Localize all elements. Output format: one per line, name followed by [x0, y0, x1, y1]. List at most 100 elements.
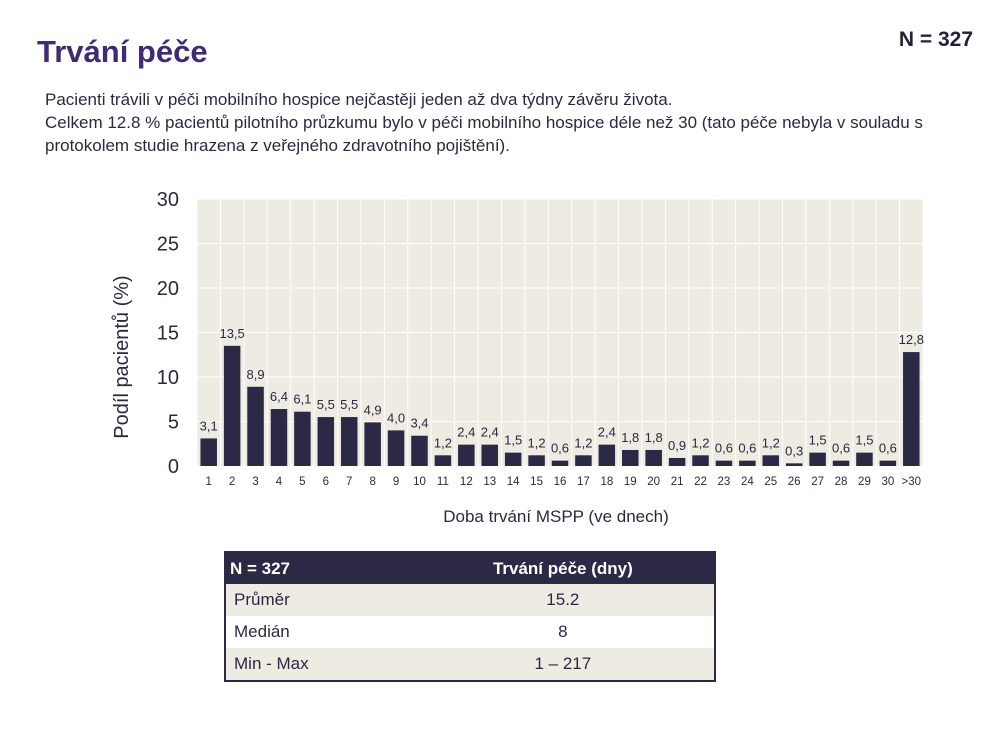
bar — [645, 449, 662, 466]
x-tick-label: 7 — [346, 476, 352, 488]
bar — [247, 386, 264, 466]
bar-value-label: 5,5 — [340, 397, 358, 412]
bar-value-label: 8,9 — [247, 367, 265, 382]
bar — [200, 438, 217, 466]
bar-value-label: 1,8 — [645, 430, 663, 445]
bar — [622, 449, 639, 466]
stats-header-n: N = 327 — [225, 552, 412, 584]
bar-value-label: 0,6 — [738, 441, 756, 456]
stats-row-range: Min - Max 1 – 217 — [225, 648, 715, 681]
bar-value-label: 1,2 — [691, 435, 709, 450]
x-tick-label: 19 — [624, 476, 637, 488]
stats-table: N = 327 Trvání péče (dny) Průměr 15.2 Me… — [224, 551, 716, 682]
bar — [551, 460, 569, 466]
bar-value-label: 5,5 — [317, 397, 335, 412]
bar-value-label: 2,4 — [457, 425, 475, 440]
x-tick-label: 26 — [788, 476, 801, 488]
bar-value-label: 0,9 — [668, 438, 686, 453]
bar — [715, 460, 733, 466]
x-tick-label: 15 — [530, 476, 543, 488]
bar-value-label: 1,2 — [528, 435, 546, 450]
y-tick-label: 5 — [168, 412, 179, 434]
bar — [528, 455, 545, 466]
x-tick-label: 4 — [276, 476, 283, 488]
bar-value-label: 12,8 — [899, 332, 924, 347]
stats-row-median: Medián 8 — [225, 616, 715, 648]
x-tick-label: 3 — [252, 476, 258, 488]
x-tick-label: 24 — [741, 476, 754, 488]
bar-value-label: 2,4 — [481, 425, 499, 440]
bar — [434, 455, 452, 466]
stats-header-duration: Trvání péče (dny) — [411, 552, 715, 584]
bar — [387, 430, 405, 466]
y-tick-label: 0 — [168, 456, 179, 478]
stats-value: 15.2 — [411, 584, 715, 616]
y-tick-label: 15 — [157, 323, 179, 345]
stats-label: Medián — [225, 616, 412, 648]
bar-value-label: 0,6 — [551, 441, 569, 456]
x-tick-label: 13 — [483, 476, 496, 488]
bar — [832, 460, 850, 466]
x-tick-label: 8 — [369, 476, 375, 488]
bar — [411, 435, 428, 466]
x-tick-label: 14 — [507, 476, 520, 488]
bar — [762, 455, 780, 466]
x-tick-label: 18 — [600, 476, 613, 488]
bar — [809, 452, 826, 466]
stats-value: 8 — [411, 616, 715, 648]
bar — [739, 460, 756, 466]
bar-value-label: 0,3 — [785, 443, 803, 458]
description-line-1: Pacienti trávili v péči mobilního hospic… — [45, 90, 673, 109]
x-tick-label: 6 — [323, 476, 329, 488]
bar — [879, 460, 897, 466]
page-title: Trvání péče — [37, 34, 208, 69]
description: Pacienti trávili v péči mobilního hospic… — [45, 88, 975, 157]
x-tick-label: 10 — [413, 476, 426, 488]
bar-value-label: 6,4 — [270, 389, 288, 404]
x-tick-label: 23 — [718, 476, 731, 488]
bar — [856, 452, 873, 466]
bar — [903, 352, 920, 466]
bar — [481, 444, 498, 466]
x-tick-label: 28 — [835, 476, 848, 488]
stats-label: Průměr — [225, 584, 412, 616]
stats-label: Min - Max — [225, 648, 412, 681]
bar-value-label: 13,5 — [219, 326, 244, 341]
x-tick-label: 20 — [647, 476, 660, 488]
bar — [692, 455, 709, 466]
bar-value-label: 1,5 — [504, 433, 522, 448]
bar — [598, 444, 616, 466]
x-tick-label: 21 — [671, 476, 684, 488]
x-tick-label: 25 — [764, 476, 777, 488]
bar — [575, 455, 592, 466]
bar — [364, 422, 381, 466]
x-axis-title: Doba trvání MSPP (ve dnech) — [443, 507, 669, 526]
bar — [270, 409, 288, 466]
bar — [317, 417, 335, 466]
x-tick-label: 11 — [437, 476, 449, 488]
x-tick-label: 16 — [554, 476, 567, 488]
y-tick-label: 30 — [157, 189, 179, 211]
x-tick-label: 9 — [393, 476, 399, 488]
bar-value-label: 4,9 — [364, 402, 382, 417]
bar-value-label: 1,5 — [855, 433, 873, 448]
description-line-2: Celkem 12.8 % pacientů pilotního průzkum… — [45, 113, 923, 155]
bar — [223, 345, 241, 466]
x-tick-label: 27 — [811, 476, 824, 488]
bar-value-label: 1,2 — [762, 435, 780, 450]
stats-header-row: N = 327 Trvání péče (dny) — [225, 552, 715, 584]
stats-value: 1 – 217 — [411, 648, 715, 681]
bar — [785, 463, 803, 466]
bar-value-label: 6,1 — [293, 392, 311, 407]
x-tick-label: 5 — [299, 476, 305, 488]
x-tick-label: 17 — [577, 476, 590, 488]
y-tick-label: 10 — [157, 367, 179, 389]
bar-value-label: 3,1 — [200, 418, 218, 433]
bar-value-label: 2,4 — [598, 425, 616, 440]
bar-value-label: 0,6 — [832, 441, 850, 456]
x-tick-label: 1 — [206, 476, 212, 488]
bar — [340, 417, 358, 466]
x-tick-label: 2 — [229, 476, 235, 488]
x-tick-label: 12 — [460, 476, 473, 488]
sample-size-badge: N = 327 — [898, 28, 973, 51]
